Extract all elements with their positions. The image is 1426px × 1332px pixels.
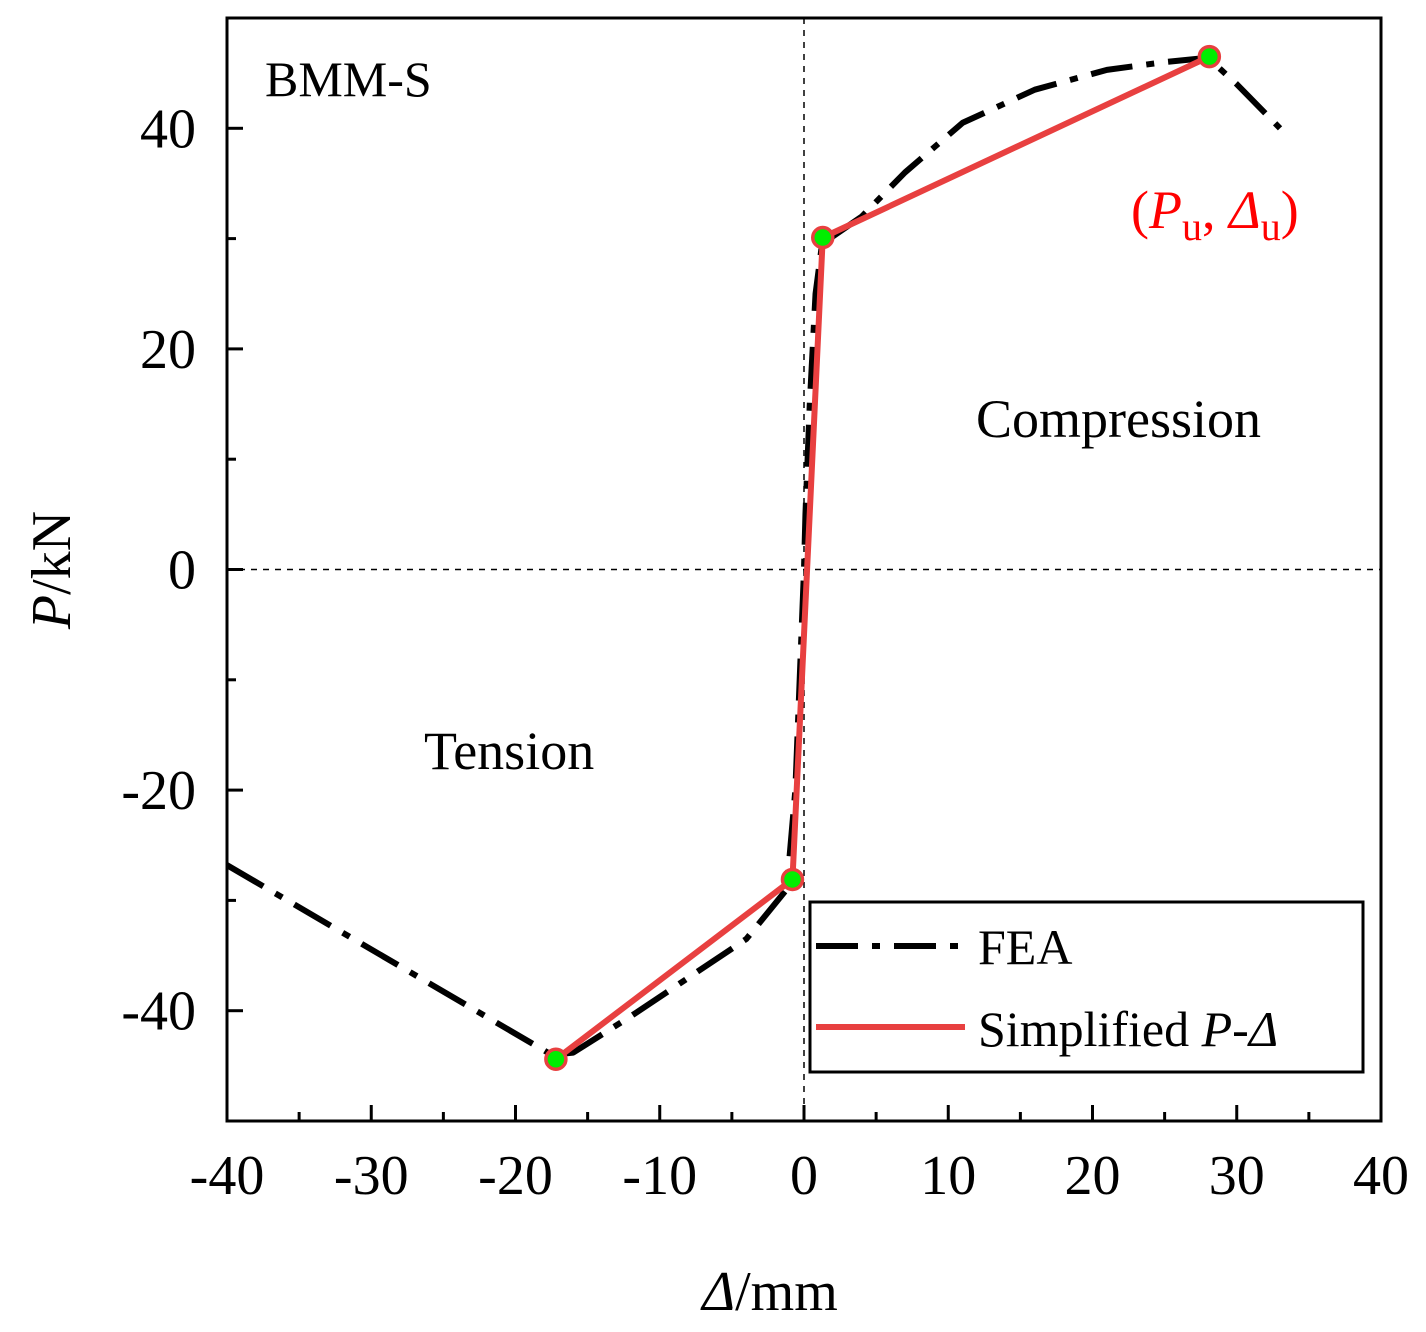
y-tick-label: -40 [121, 981, 196, 1043]
series-line-simplified [554, 53, 1211, 1062]
series-line-fea [227, 54, 1283, 1058]
y-tick-label: -20 [121, 760, 196, 822]
ultimate-point-label: (Pu, Δu) [1131, 180, 1299, 249]
compression-label: Compression [976, 389, 1261, 449]
y-tick-label: 20 [140, 319, 196, 381]
x-tick-labels: -40 -30 -20 -10 0 10 20 30 40 [190, 1145, 1409, 1207]
y-tick-label: 40 [140, 98, 196, 160]
legend-label-fea: FEA [978, 919, 1072, 975]
x-tick-label: 40 [1353, 1145, 1409, 1207]
panel-label: BMM-S [265, 51, 432, 107]
tension-label: Tension [424, 721, 594, 781]
x-tick-label: -10 [622, 1145, 697, 1207]
key-point-marker [1197, 44, 1222, 69]
y-tick-labels: -40 -20 0 20 40 [121, 98, 196, 1042]
x-tick-label: 10 [920, 1145, 976, 1207]
key-point-marker [544, 1047, 568, 1071]
y-tick-label: 0 [168, 540, 196, 602]
x-tick-label: -40 [190, 1145, 265, 1207]
x-tick-label: 20 [1065, 1145, 1121, 1207]
axis-ticks [225, 126, 1383, 1121]
x-tick-label: 30 [1209, 1145, 1265, 1207]
x-axis-title: Δ/mm [700, 1261, 838, 1323]
x-tick-label: 0 [790, 1145, 818, 1207]
key-point-marker [811, 225, 835, 250]
legend-label-simplified: Simplified P-Δ [978, 1001, 1278, 1057]
key-point-marker [780, 867, 805, 892]
key-point-markers [544, 44, 1222, 1071]
x-tick-label: -20 [478, 1145, 553, 1207]
legend: FEA Simplified P-Δ [808, 900, 1365, 1074]
y-axis-title: P/kN [21, 511, 83, 630]
legend-box [808, 900, 1365, 1074]
x-tick-label: -30 [334, 1145, 409, 1207]
